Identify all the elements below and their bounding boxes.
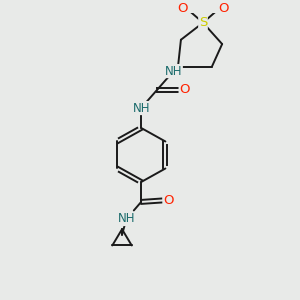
Text: O: O — [179, 83, 190, 96]
Text: NH: NH — [118, 212, 135, 226]
Text: NH: NH — [165, 64, 182, 78]
Text: S: S — [199, 16, 207, 29]
Text: O: O — [163, 194, 173, 207]
Text: O: O — [218, 2, 228, 15]
Text: O: O — [178, 2, 188, 15]
Text: NH: NH — [132, 101, 150, 115]
